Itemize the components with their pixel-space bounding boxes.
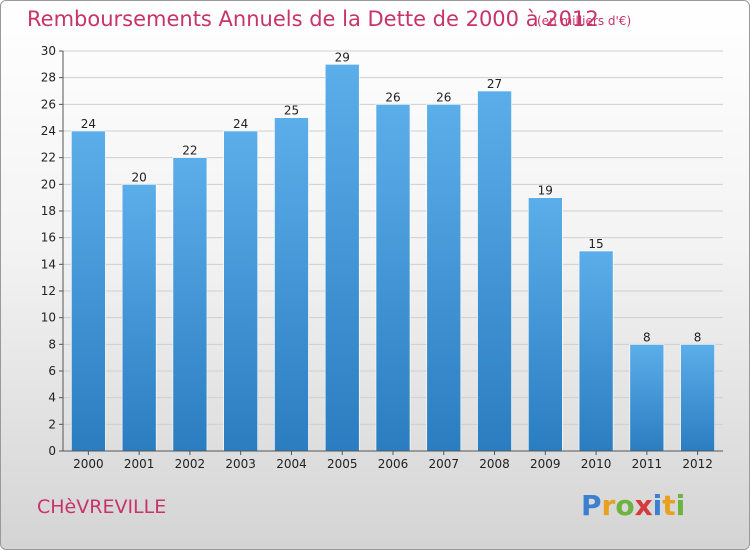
x-tick-label-2006: 2006 [378,457,409,471]
y-tick-label: 4 [48,391,56,405]
y-tick-label: 30 [41,44,56,58]
value-label-2004: 25 [284,104,299,118]
logo-letter-5: t [662,489,676,522]
bar-2008 [477,90,512,452]
y-tick-label: 22 [41,151,56,165]
y-tick-label: 16 [41,231,56,245]
bars [71,64,715,452]
x-tick-label-2008: 2008 [479,457,510,471]
y-tick-label: 0 [48,444,56,458]
y-tick-label: 28 [41,71,56,85]
logo-letter-4: i [652,489,663,522]
y-tick-label: 26 [41,97,56,111]
x-tick-label-2010: 2010 [581,457,612,471]
bar-2004 [274,117,309,452]
logo-letter-0: P [581,489,602,522]
bar-2007 [426,104,462,452]
x-tick-label-2000: 2000 [73,457,104,471]
chart-title: Remboursements Annuels de la Dette de 20… [27,7,599,31]
y-tick-label: 14 [41,257,56,271]
x-tick-label-2002: 2002 [175,457,206,471]
x-tick-label-2012: 2012 [682,457,713,471]
value-label-2010: 15 [588,237,603,251]
logo-letter-2: o [615,489,635,522]
bar-2003 [223,130,258,452]
x-tick-label-2004: 2004 [276,457,307,471]
y-tick-label: 20 [41,177,56,191]
x-tick-label-2009: 2009 [530,457,561,471]
logo-letter-3: x [634,489,653,522]
x-tick-label-2005: 2005 [327,457,358,471]
value-label-2009: 19 [538,184,553,198]
labels: 0246810121416182022242628302420002020012… [41,44,713,471]
commune-name: CHèVREVILLE [37,496,167,518]
value-label-2000: 24 [81,117,96,131]
value-label-2001: 20 [132,170,147,184]
y-tick-label: 8 [48,337,56,351]
value-label-2007: 26 [436,90,451,104]
logo-letter-6: i [675,489,686,522]
logo-letter-1: r [601,489,616,522]
bar-2009 [528,197,563,452]
bar-2010 [578,250,614,452]
bar-2000 [71,130,106,452]
value-label-2008: 27 [487,77,502,91]
axes [59,50,723,455]
y-tick-label: 12 [41,284,56,298]
bar-2011 [629,344,665,452]
value-label-2006: 26 [385,90,400,104]
x-tick-label-2011: 2011 [632,457,663,471]
x-tick-label-2003: 2003 [225,457,256,471]
y-tick-label: 18 [41,204,56,218]
bar-2001 [121,184,157,452]
bar-2005 [324,64,360,452]
value-label-2002: 22 [182,144,197,158]
y-tick-label: 24 [41,124,56,138]
value-label-2003: 24 [233,117,248,131]
value-label-2005: 29 [335,50,350,64]
bar-2006 [375,104,411,452]
y-tick-label: 10 [41,311,56,325]
bar-2002 [172,157,208,452]
value-label-2011: 8 [643,330,651,344]
x-tick-label-2007: 2007 [428,457,459,471]
unit-label: (en milliers d'€) [537,14,632,28]
proxiti-logo: Proxiti [581,489,685,522]
value-label-2012: 8 [694,330,702,344]
y-tick-label: 6 [48,364,56,378]
y-tick-label: 2 [48,417,56,431]
bar-2012 [680,344,715,452]
x-tick-label-2001: 2001 [124,457,155,471]
